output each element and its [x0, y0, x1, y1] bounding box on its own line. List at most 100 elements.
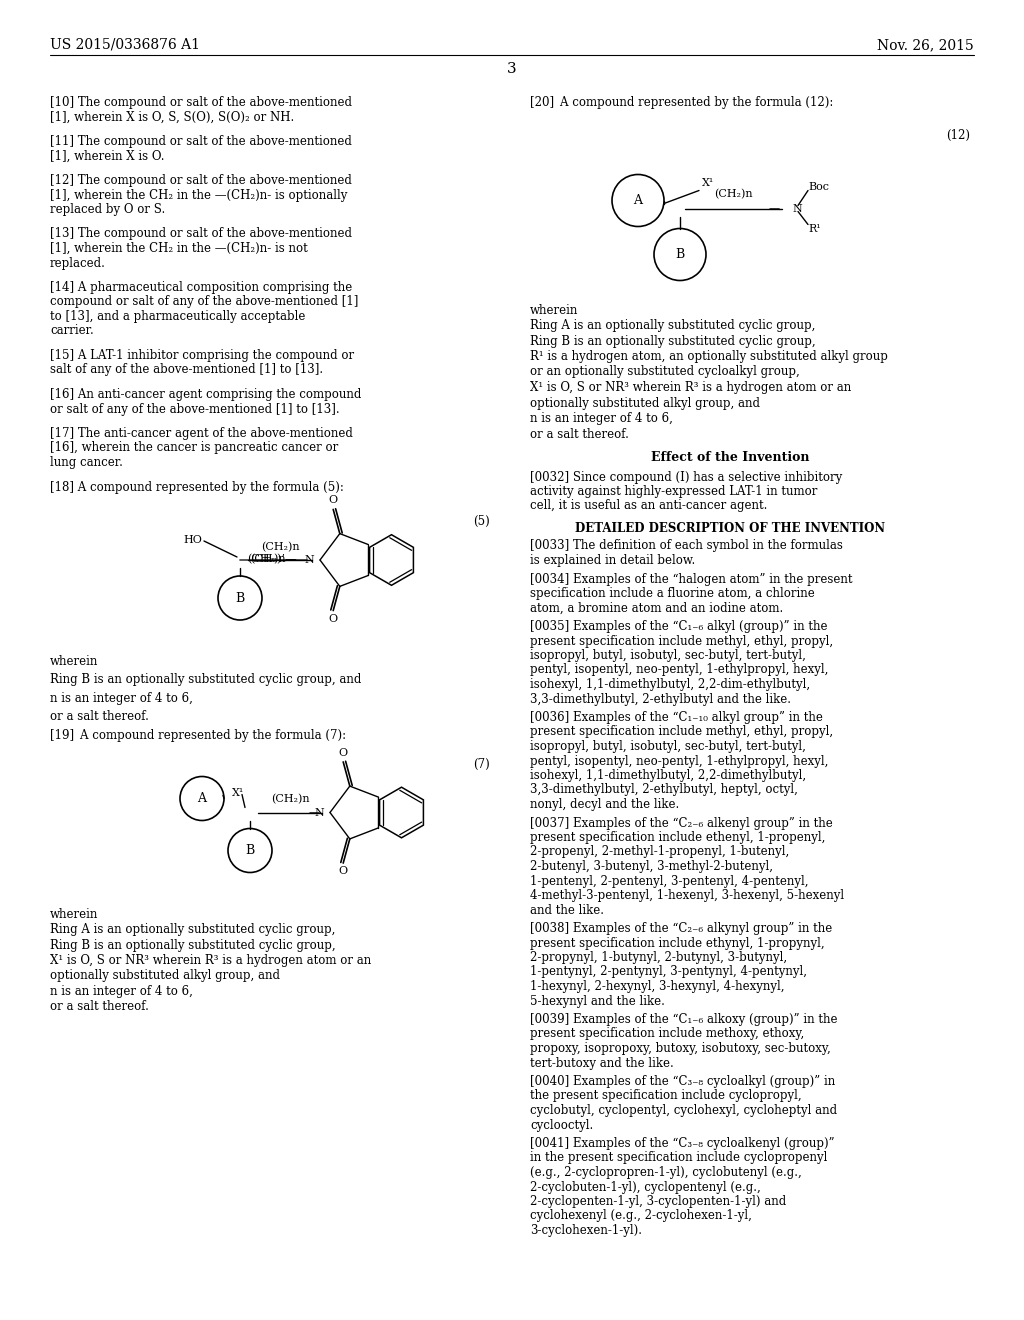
Text: isopropyl, butyl, isobutyl, sec-butyl, tert-butyl,: isopropyl, butyl, isobutyl, sec-butyl, t…	[530, 741, 806, 752]
Text: 3-cyclohexen-1-yl).: 3-cyclohexen-1-yl).	[530, 1224, 642, 1237]
Text: Ring A is an optionally substituted cyclic group,: Ring A is an optionally substituted cycl…	[530, 319, 815, 333]
Text: Boc: Boc	[808, 181, 829, 191]
Text: [1], wherein the CH₂ in the —(CH₂)n- is not: [1], wherein the CH₂ in the —(CH₂)n- is …	[50, 242, 308, 255]
Text: [1], wherein the CH₂ in the —(CH₂)n- is optionally: [1], wherein the CH₂ in the —(CH₂)n- is …	[50, 189, 347, 202]
Text: (CH₂)n: (CH₂)n	[261, 541, 299, 552]
Text: 3,3-dimethylbutyl, 2-ethylbutyl, heptyl, octyl,: 3,3-dimethylbutyl, 2-ethylbutyl, heptyl,…	[530, 784, 798, 796]
Text: compound or salt of any of the above-mentioned [1]: compound or salt of any of the above-men…	[50, 296, 358, 309]
Text: [0035] Examples of the “C₁₋₆ alkyl (group)” in the: [0035] Examples of the “C₁₋₆ alkyl (grou…	[530, 620, 827, 634]
Text: 1-pentynyl, 2-pentynyl, 3-pentynyl, 4-pentynyl,: 1-pentynyl, 2-pentynyl, 3-pentynyl, 4-pe…	[530, 965, 807, 978]
Text: X¹ is O, S or NR³ wherein R³ is a hydrogen atom or an: X¹ is O, S or NR³ wherein R³ is a hydrog…	[50, 954, 372, 968]
Text: (5): (5)	[473, 515, 490, 528]
Text: [12] The compound or salt of the above-mentioned: [12] The compound or salt of the above-m…	[50, 174, 352, 187]
Text: pentyl, isopentyl, neo-pentyl, 1-ethylpropyl, hexyl,: pentyl, isopentyl, neo-pentyl, 1-ethylpr…	[530, 755, 828, 767]
Text: 3: 3	[507, 62, 517, 77]
Text: B: B	[246, 843, 255, 857]
Text: cyclohexenyl (e.g., 2-cyclohexen-1-yl,: cyclohexenyl (e.g., 2-cyclohexen-1-yl,	[530, 1209, 752, 1222]
Text: or a salt thereof.: or a salt thereof.	[50, 710, 148, 723]
Text: or an optionally substituted cycloalkyl group,: or an optionally substituted cycloalkyl …	[530, 366, 800, 379]
Text: [0033] The definition of each symbol in the formulas: [0033] The definition of each symbol in …	[530, 540, 843, 553]
Text: N: N	[314, 808, 324, 817]
Text: R¹: R¹	[808, 223, 820, 234]
Text: present specification include methyl, ethyl, propyl,: present specification include methyl, et…	[530, 726, 834, 738]
Text: salt of any of the above-mentioned [1] to [13].: salt of any of the above-mentioned [1] t…	[50, 363, 324, 376]
Text: specification include a fluorine atom, a chlorine: specification include a fluorine atom, a…	[530, 587, 815, 601]
Text: lung cancer.: lung cancer.	[50, 455, 123, 469]
Text: or a salt thereof.: or a salt thereof.	[50, 1001, 148, 1014]
Text: A: A	[198, 792, 207, 805]
Text: present specification include ethynyl, 1-propynyl,: present specification include ethynyl, 1…	[530, 936, 824, 949]
Text: X¹: X¹	[232, 788, 245, 797]
Text: isohexyl, 1,1-dimethylbutyl, 2,2-dim-ethylbutyl,: isohexyl, 1,1-dimethylbutyl, 2,2-dim-eth…	[530, 678, 810, 690]
Text: [1], wherein X is O, S, S(O), S(O)₂ or NH.: [1], wherein X is O, S, S(O), S(O)₂ or N…	[50, 111, 294, 124]
Text: wherein: wherein	[530, 304, 579, 317]
Text: cell, it is useful as an anti-cancer agent.: cell, it is useful as an anti-cancer age…	[530, 499, 767, 512]
Text: is explained in detail below.: is explained in detail below.	[530, 554, 695, 568]
Text: (e.g., 2-cyclopropren-1-yl), cyclobutenyl (e.g.,: (e.g., 2-cyclopropren-1-yl), cyclobuteny…	[530, 1166, 802, 1179]
Text: replaced.: replaced.	[50, 256, 105, 269]
Text: [0040] Examples of the “C₃₋₈ cycloalkyl (group)” in: [0040] Examples of the “C₃₋₈ cycloalkyl …	[530, 1074, 836, 1088]
Text: US 2015/0336876 A1: US 2015/0336876 A1	[50, 38, 200, 51]
Text: carrier.: carrier.	[50, 325, 94, 338]
Text: [14] A pharmaceutical composition comprising the: [14] A pharmaceutical composition compri…	[50, 281, 352, 294]
Text: (CH₂)’—: (CH₂)’—	[251, 554, 297, 564]
Text: Ring B is an optionally substituted cyclic group,: Ring B is an optionally substituted cycl…	[50, 939, 336, 952]
Text: Ring B is an optionally substituted cyclic group, and: Ring B is an optionally substituted cycl…	[50, 673, 361, 686]
Text: B: B	[676, 248, 685, 261]
Text: 4-methyl-3-pentenyl, 1-hexenyl, 3-hexenyl, 5-hexenyl: 4-methyl-3-pentenyl, 1-hexenyl, 3-hexeny…	[530, 888, 844, 902]
Text: to [13], and a pharmaceutically acceptable: to [13], and a pharmaceutically acceptab…	[50, 310, 305, 323]
Text: present specification include methyl, ethyl, propyl,: present specification include methyl, et…	[530, 635, 834, 648]
Text: 2-butenyl, 3-butenyl, 3-methyl-2-butenyl,: 2-butenyl, 3-butenyl, 3-methyl-2-butenyl…	[530, 861, 773, 873]
Text: R¹ is a hydrogen atom, an optionally substituted alkyl group: R¹ is a hydrogen atom, an optionally sub…	[530, 350, 888, 363]
Text: 1-pentenyl, 2-pentenyl, 3-pentenyl, 4-pentenyl,: 1-pentenyl, 2-pentenyl, 3-pentenyl, 4-pe…	[530, 874, 809, 887]
Text: [0039] Examples of the “C₁₋₆ alkoxy (group)” in the: [0039] Examples of the “C₁₋₆ alkoxy (gro…	[530, 1012, 838, 1026]
Text: activity against highly-expressed LAT-1 in tumor: activity against highly-expressed LAT-1 …	[530, 484, 817, 498]
Text: [10] The compound or salt of the above-mentioned: [10] The compound or salt of the above-m…	[50, 96, 352, 110]
Text: X¹: X¹	[702, 177, 715, 187]
Text: —: —	[309, 808, 319, 817]
Text: —: —	[769, 203, 780, 214]
Text: [0034] Examples of the “halogen atom” in the present: [0034] Examples of the “halogen atom” in…	[530, 573, 853, 586]
Text: N: N	[792, 203, 802, 214]
Text: wherein: wherein	[50, 655, 98, 668]
Text: (7): (7)	[473, 758, 490, 771]
Text: pentyl, isopentyl, neo-pentyl, 1-ethylpropyl, hexyl,: pentyl, isopentyl, neo-pentyl, 1-ethylpr…	[530, 664, 828, 676]
Text: [19] A compound represented by the formula (7):: [19] A compound represented by the formu…	[50, 729, 346, 742]
Text: O: O	[339, 748, 348, 758]
Text: [16], wherein the cancer is pancreatic cancer or: [16], wherein the cancer is pancreatic c…	[50, 441, 338, 454]
Text: [18] A compound represented by the formula (5):: [18] A compound represented by the formu…	[50, 480, 344, 494]
Text: —: —	[299, 554, 310, 565]
Text: [0036] Examples of the “C₁₋₁₀ alkyl group” in the: [0036] Examples of the “C₁₋₁₀ alkyl grou…	[530, 711, 823, 723]
Text: [11] The compound or salt of the above-mentioned: [11] The compound or salt of the above-m…	[50, 135, 352, 148]
Text: isopropyl, butyl, isobutyl, sec-butyl, tert-butyl,: isopropyl, butyl, isobutyl, sec-butyl, t…	[530, 649, 806, 663]
Text: (CH₂)n—: (CH₂)n—	[247, 554, 296, 564]
Text: Ring A is an optionally substituted cyclic group,: Ring A is an optionally substituted cycl…	[50, 923, 336, 936]
Text: [15] A LAT-1 inhibitor comprising the compound or: [15] A LAT-1 inhibitor comprising the co…	[50, 348, 354, 362]
Text: cyclobutyl, cyclopentyl, cyclohexyl, cycloheptyl and: cyclobutyl, cyclopentyl, cyclohexyl, cyc…	[530, 1104, 838, 1117]
Text: nonyl, decyl and the like.: nonyl, decyl and the like.	[530, 799, 679, 810]
Text: n is an integer of 4 to 6,: n is an integer of 4 to 6,	[50, 985, 193, 998]
Text: 1-hexynyl, 2-hexynyl, 3-hexynyl, 4-hexynyl,: 1-hexynyl, 2-hexynyl, 3-hexynyl, 4-hexyn…	[530, 979, 784, 993]
Text: Nov. 26, 2015: Nov. 26, 2015	[878, 38, 974, 51]
Text: [0038] Examples of the “C₂₋₆ alkynyl group” in the: [0038] Examples of the “C₂₋₆ alkynyl gro…	[530, 921, 833, 935]
Text: DETAILED DESCRIPTION OF THE INVENTION: DETAILED DESCRIPTION OF THE INVENTION	[574, 521, 885, 535]
Text: (CH₂)n: (CH₂)n	[714, 189, 753, 199]
Text: optionally substituted alkyl group, and: optionally substituted alkyl group, and	[530, 396, 760, 409]
Text: O: O	[339, 866, 348, 876]
Text: [1], wherein X is O.: [1], wherein X is O.	[50, 149, 165, 162]
Text: propoxy, isopropoxy, butoxy, isobutoxy, sec-butoxy,: propoxy, isopropoxy, butoxy, isobutoxy, …	[530, 1041, 830, 1055]
Text: 2-cyclobuten-1-yl), cyclopentenyl (e.g.,: 2-cyclobuten-1-yl), cyclopentenyl (e.g.,	[530, 1180, 761, 1193]
Text: n is an integer of 4 to 6,: n is an integer of 4 to 6,	[530, 412, 673, 425]
Text: or a salt thereof.: or a salt thereof.	[530, 428, 629, 441]
Text: (CH₂)n: (CH₂)n	[270, 795, 309, 804]
Text: [20] A compound represented by the formula (12):: [20] A compound represented by the formu…	[530, 96, 834, 110]
Text: A: A	[634, 194, 642, 207]
Text: present specification include ethenyl, 1-propenyl,: present specification include ethenyl, 1…	[530, 832, 825, 843]
Text: isohexyl, 1,1-dimethylbutyl, 2,2-dimethylbutyl,: isohexyl, 1,1-dimethylbutyl, 2,2-dimethy…	[530, 770, 806, 781]
Text: replaced by O or S.: replaced by O or S.	[50, 203, 165, 216]
Text: N: N	[304, 554, 314, 565]
Text: [13] The compound or salt of the above-mentioned: [13] The compound or salt of the above-m…	[50, 227, 352, 240]
Text: or salt of any of the above-mentioned [1] to [13].: or salt of any of the above-mentioned [1…	[50, 403, 340, 416]
Text: tert-butoxy and the like.: tert-butoxy and the like.	[530, 1056, 674, 1069]
Text: 2-propenyl, 2-methyl-1-propenyl, 1-butenyl,: 2-propenyl, 2-methyl-1-propenyl, 1-buten…	[530, 846, 790, 858]
